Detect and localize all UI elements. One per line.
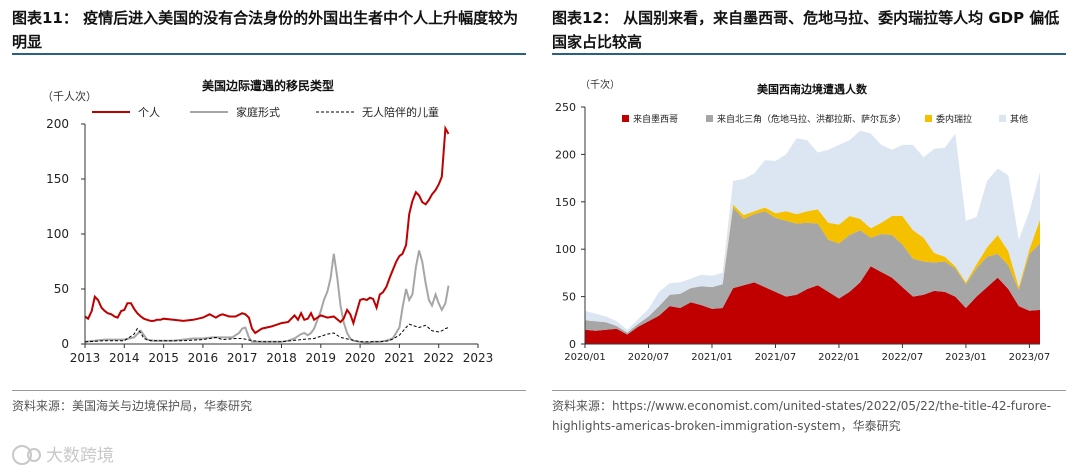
x-tick-label: 2023/07 (1009, 352, 1051, 363)
x-tick-label: 2022/01 (818, 352, 860, 363)
y-tick-label: 150 (555, 196, 576, 209)
y-tick-label: 0 (569, 338, 576, 351)
x-tick-label: 2019 (306, 351, 337, 365)
x-tick-label: 2020/07 (628, 352, 670, 363)
series-line-2 (84, 323, 449, 343)
y-axis-label: （千人次） (42, 89, 97, 103)
source-note-left: 资料来源：美国海关与边境保护局，华泰研究 (12, 399, 253, 413)
x-tick-label: 2017 (227, 351, 258, 365)
x-tick-label: 2020 (345, 351, 376, 365)
x-axis-ticks: 2020/01 2020/07 2021/01 2021/07 2022/01 2022/… (564, 344, 1050, 363)
legend-swatch (706, 115, 713, 122)
legend-label: 个人 (138, 106, 160, 119)
chart-title: 美国西南边境遭遇人数 (757, 82, 868, 96)
stacked-areas (585, 130, 1040, 344)
x-tick-label: 2021 (384, 351, 415, 365)
legend-swatch (999, 115, 1006, 122)
x-tick-label: 2013 (70, 351, 101, 365)
immigration-type-chart: 美国边际遭遇的移民类型 （千人次） 个人 家庭形式 无人陪伴的儿童 0 50 100 15… (42, 78, 494, 365)
legend-swatch (622, 115, 629, 122)
legend-label: 来自墨西哥 (633, 113, 678, 125)
source-note-right: 资料来源：https://www.economist.com/united-st… (552, 399, 1052, 433)
y-tick-label: 100 (46, 227, 69, 241)
title-divider-right (552, 53, 1066, 55)
y-tick-label: 50 (562, 291, 576, 304)
y-tick-label: 50 (54, 282, 69, 296)
title-divider-left (12, 53, 526, 55)
southwest-border-encounters-chart: 美国西南边境遭遇人数 （千次） 来自墨西哥 来自北三角（危地马拉、洪都拉斯、萨尔瓦… (555, 78, 1050, 363)
y-tick-label: 0 (61, 337, 69, 351)
legend-label: 来自北三角（危地马拉、洪都拉斯、萨尔瓦多） (717, 113, 906, 125)
source-divider-right (552, 390, 1066, 391)
y-tick-label: 200 (46, 117, 69, 131)
watermark-logo: 大数跨境 (12, 445, 114, 466)
figure-panel-right: 图表12： 从国别来看，来自墨西哥、危地马拉、委内瑞拉等人均 GDP 偏低国家占… (540, 0, 1080, 474)
x-axis-ticks: 2013 2014 2015 2016 2017 2018 2019 2020 2021 2022… (70, 344, 494, 365)
legend-label: 家庭形式 (236, 105, 280, 119)
figure-title-right: 图表12： 从国别来看，来自墨西哥、危地马拉、委内瑞拉等人均 GDP 偏低国家占… (552, 9, 1060, 51)
area-series-3 (585, 130, 1040, 333)
x-tick-label: 2023 (463, 351, 494, 365)
watermark-text: 大数跨境 (46, 446, 114, 466)
x-tick-label: 2016 (188, 351, 219, 365)
source-divider-left (12, 390, 526, 391)
x-tick-label: 2021/07 (755, 352, 797, 363)
x-tick-label: 2018 (266, 351, 297, 365)
series-line-0 (84, 125, 450, 335)
x-tick-label: 2022/07 (882, 352, 924, 363)
x-tick-label: 2023/01 (945, 352, 987, 363)
legend-label: 委内瑞拉 (936, 113, 972, 125)
x-tick-label: 2014 (109, 351, 140, 365)
x-tick-label: 2022 (423, 351, 454, 365)
series-line-1 (84, 250, 450, 344)
legend-swatch (925, 115, 932, 122)
x-tick-label: 2020/01 (564, 352, 606, 363)
y-tick-label: 250 (555, 101, 576, 114)
legend-label: 其他 (1010, 113, 1028, 125)
area-series-0 (585, 266, 1040, 344)
watermark-icon (12, 445, 41, 465)
y-axis-ticks: 0 50 100 150 200 (46, 117, 85, 351)
y-tick-label: 200 (555, 148, 576, 161)
series-lines (84, 125, 450, 344)
y-axis-label: （千次） (580, 78, 620, 91)
area-series-1 (585, 207, 1040, 335)
x-tick-label: 2015 (148, 351, 179, 365)
figure-title-left: 图表11： 疫情后进入美国的没有合法身份的外国出生者中个人上升幅度较为明显 (12, 9, 519, 51)
legend-label: 无人陪伴的儿童 (362, 105, 439, 119)
x-tick-label: 2021/01 (691, 352, 733, 363)
y-tick-label: 150 (46, 172, 69, 186)
y-tick-label: 100 (555, 243, 576, 256)
y-axis-ticks: 0 50 100 150 200 250 (555, 101, 585, 351)
legend: 来自墨西哥 来自北三角（危地马拉、洪都拉斯、萨尔瓦多） 委内瑞拉 其他 (622, 113, 1028, 125)
chart-title: 美国边际遭遇的移民类型 (202, 78, 334, 93)
legend: 个人 家庭形式 无人陪伴的儿童 (92, 105, 439, 119)
figure-panel-left: 图表11： 疫情后进入美国的没有合法身份的外国出生者中个人上升幅度较为明显 美国… (12, 9, 526, 413)
